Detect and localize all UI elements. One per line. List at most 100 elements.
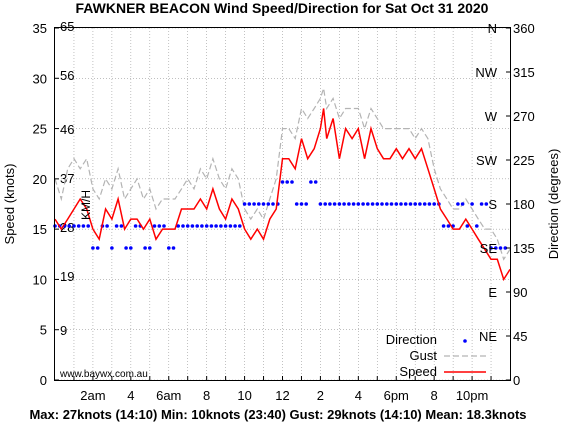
direction-point <box>356 202 361 206</box>
speed-line <box>54 108 511 282</box>
left-axis-label: Speed (knots) <box>2 164 17 245</box>
direction-point <box>228 224 233 228</box>
direction-point <box>285 180 290 184</box>
legend-direction-marker <box>463 339 467 343</box>
chart-title: FAWKNER BEACON Wind Speed/Direction for … <box>76 0 489 16</box>
left-tick-label: 5 <box>40 323 47 338</box>
kmh-labels: 9 19 28 37 46 56 65 <box>60 19 74 338</box>
direction-point <box>470 202 474 206</box>
direction-point <box>370 202 375 206</box>
x-tick-label: 2 <box>317 388 324 403</box>
right-tick-label: 315 <box>513 65 535 80</box>
direction-point <box>328 202 332 206</box>
direction-point <box>72 224 76 228</box>
direction-point <box>204 224 209 228</box>
left-tick-label: 15 <box>33 222 47 237</box>
direction-point <box>190 224 195 228</box>
right-tick-label: 225 <box>513 153 535 168</box>
direction-point <box>432 202 437 206</box>
x-tick-label: 4 <box>127 388 134 403</box>
direction-point <box>403 202 408 206</box>
series-layer <box>53 88 511 282</box>
direction-point <box>167 246 171 250</box>
direction-point <box>418 202 422 206</box>
x-tick-label: 2am <box>80 388 105 403</box>
direction-point <box>494 246 498 250</box>
direction-point <box>294 202 299 206</box>
direction-point <box>252 202 256 206</box>
direction-point <box>181 224 185 228</box>
direction-point <box>271 202 275 206</box>
right-tick-label: 90 <box>513 285 527 300</box>
direction-point <box>247 202 252 206</box>
direction-point <box>318 202 323 206</box>
left-tick-label: 35 <box>33 21 47 36</box>
direction-point <box>361 202 365 206</box>
direction-point <box>422 202 427 206</box>
x-tick-label: 8 <box>203 388 210 403</box>
compass-label: W <box>485 109 498 124</box>
right-axis-label: Direction (degrees) <box>546 149 561 260</box>
direction-point <box>337 202 342 206</box>
right-axis: 0 45 90 135 180 225 270 315 360 <box>506 21 535 388</box>
compass-labels: NE E SE S SW W NW N <box>475 21 497 344</box>
direction-point <box>427 202 432 206</box>
direction-point <box>242 202 247 206</box>
left-tick-label: 10 <box>33 272 47 287</box>
x-tick-label: 12 <box>275 388 289 403</box>
direction-point <box>129 246 133 250</box>
x-tick-label: 4 <box>355 388 362 403</box>
right-tick-label: 0 <box>513 373 520 388</box>
compass-label: S <box>488 197 497 212</box>
direction-point <box>489 246 493 250</box>
direction-point <box>176 224 180 228</box>
gust-line <box>54 88 511 261</box>
direction-point <box>110 246 114 250</box>
right-tick-label: 270 <box>513 109 535 124</box>
direction-point <box>200 224 204 228</box>
legend-label: Speed <box>399 364 437 379</box>
direction-point <box>133 224 138 228</box>
direction-point <box>261 202 266 206</box>
direction-point <box>162 224 166 228</box>
legend-label: Direction <box>386 332 437 347</box>
direction-point <box>304 202 309 206</box>
left-tick-label: 25 <box>33 122 47 137</box>
right-tick-label: 180 <box>513 197 535 212</box>
direction-point <box>446 224 451 228</box>
direction-point <box>394 202 399 206</box>
left-tick-label: 30 <box>33 71 47 86</box>
direction-point <box>299 202 304 206</box>
direction-point <box>233 224 237 228</box>
watermark: www.baywx.com.au <box>59 369 148 380</box>
direction-point <box>124 246 128 250</box>
direction-point <box>119 224 124 228</box>
x-tick-label: 10pm <box>456 388 489 403</box>
direction-point <box>460 202 465 206</box>
direction-point <box>67 224 71 228</box>
kmh-tick-label: 56 <box>60 68 74 83</box>
kmh-tick-label: 46 <box>60 122 74 137</box>
legend-label: Gust <box>410 348 438 363</box>
direction-point <box>143 246 147 250</box>
direction-point <box>81 224 86 228</box>
left-tick-label: 20 <box>33 172 47 187</box>
x-tick-label: 6pm <box>384 388 409 403</box>
direction-point <box>152 224 157 228</box>
compass-label: N <box>488 21 497 36</box>
direction-point <box>484 202 489 206</box>
direction-point <box>323 202 328 206</box>
x-axis: 2am 4 6am 8 10 12 2 4 6pm 8 10pm <box>73 376 492 403</box>
direction-point <box>114 224 119 228</box>
direction-point <box>465 224 470 228</box>
direction-point <box>342 202 346 206</box>
direction-point <box>332 202 337 206</box>
direction-point <box>380 202 384 206</box>
direction-point <box>456 202 460 206</box>
right-tick-label: 45 <box>513 329 527 344</box>
x-tick-label: 10 <box>237 388 251 403</box>
compass-label: SE <box>480 241 498 256</box>
